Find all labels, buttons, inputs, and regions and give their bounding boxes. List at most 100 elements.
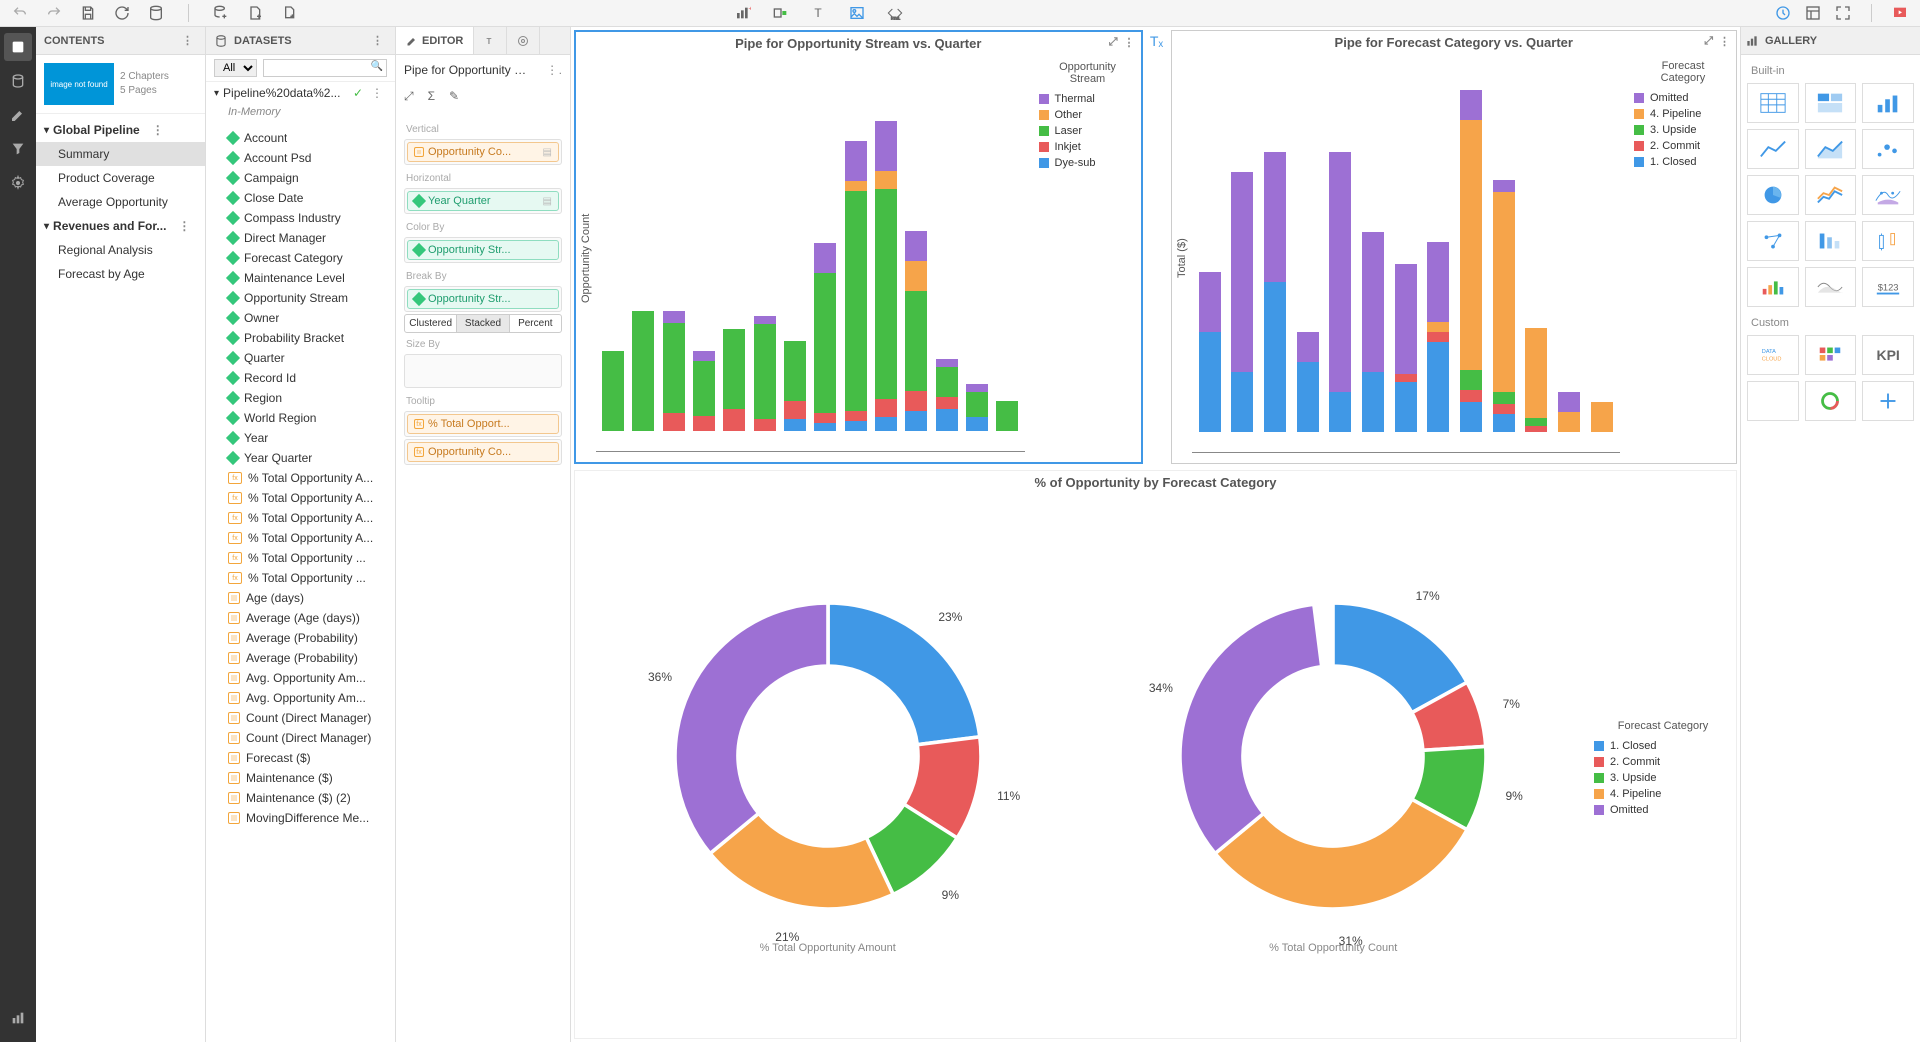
legend-item[interactable]: 1. Closed — [1634, 154, 1732, 170]
layout-icon[interactable] — [1803, 3, 1823, 23]
legend-item[interactable]: 2. Commit — [1634, 138, 1732, 154]
legend-item[interactable]: Omitted — [1594, 802, 1732, 818]
dataset-attribute[interactable]: World Region — [206, 408, 395, 428]
rail-data-icon[interactable] — [4, 67, 32, 95]
dataset-attribute[interactable]: Campaign — [206, 168, 395, 188]
tree-group-revenues[interactable]: ▾Revenues and For...⋮ — [36, 214, 205, 238]
editor-sigma-icon[interactable]: Σ — [428, 89, 435, 104]
bar[interactable] — [1297, 332, 1319, 432]
dataset-attribute[interactable]: Direct Manager — [206, 228, 395, 248]
add-page-icon[interactable] — [245, 3, 265, 23]
dataset-attribute[interactable]: Compass Industry — [206, 208, 395, 228]
legend-item[interactable]: 3. Upside — [1594, 770, 1732, 786]
dataset-attribute[interactable]: Owner — [206, 308, 395, 328]
rail-edit-icon[interactable] — [4, 101, 32, 129]
chart-donuts[interactable]: % of Opportunity by Forecast Category 23… — [574, 470, 1737, 1039]
bar[interactable] — [875, 121, 897, 431]
gallery-custom-5[interactable] — [1862, 381, 1914, 421]
gallery-item-2[interactable] — [1862, 83, 1914, 123]
bar[interactable] — [663, 311, 685, 431]
rail-contents-icon[interactable] — [4, 33, 32, 61]
legend-item[interactable]: Thermal — [1039, 91, 1137, 107]
legend-item[interactable]: 1. Closed — [1594, 738, 1732, 754]
legend-item[interactable]: Omitted — [1634, 90, 1732, 106]
dataset-attribute[interactable]: Opportunity Stream — [206, 288, 395, 308]
chart1-expand-icon[interactable]: ⤢ — [1109, 36, 1118, 49]
gallery-item-10[interactable] — [1805, 221, 1857, 261]
dataset-attribute[interactable]: Forecast Category — [206, 248, 395, 268]
legend-item[interactable]: Inkjet — [1039, 139, 1137, 155]
dataset-metric[interactable]: Count (Direct Manager) — [206, 708, 395, 728]
expand-icon[interactable] — [1833, 3, 1853, 23]
editor-tab-text[interactable]: T — [474, 27, 507, 54]
bar[interactable] — [1264, 152, 1286, 432]
chart1-more-icon[interactable]: ⋮ — [1124, 36, 1135, 49]
bar[interactable] — [996, 401, 1018, 431]
dataset-attribute[interactable]: Year — [206, 428, 395, 448]
dataset-metric[interactable]: Avg. Opportunity Am... — [206, 668, 395, 688]
legend-item[interactable]: 3. Upside — [1634, 122, 1732, 138]
bar[interactable] — [845, 141, 867, 431]
tree-item[interactable]: Average Opportunity — [36, 190, 205, 214]
insert-image-icon[interactable] — [847, 3, 867, 23]
dataset-attribute[interactable]: Account Psd — [206, 148, 395, 168]
legend-item[interactable]: Laser — [1039, 123, 1137, 139]
refresh-icon[interactable] — [112, 3, 132, 23]
seg-percent[interactable]: Percent — [510, 315, 561, 332]
bar[interactable] — [936, 359, 958, 431]
gallery-custom-4[interactable] — [1805, 381, 1857, 421]
dataset-attribute[interactable]: Record Id — [206, 368, 395, 388]
chart2-more-icon[interactable]: ⋮ — [1719, 35, 1730, 48]
insert-filter-icon[interactable] — [771, 3, 791, 23]
dataset-fx-metric[interactable]: fx% Total Opportunity A... — [206, 488, 395, 508]
dataset-attribute[interactable]: Region — [206, 388, 395, 408]
editor-swap-icon[interactable]: ⤢ — [404, 89, 414, 104]
bar[interactable] — [693, 351, 715, 431]
add-data-icon[interactable] — [211, 3, 231, 23]
dataset-attribute[interactable]: Quarter — [206, 348, 395, 368]
dataset-metric[interactable]: Age (days) — [206, 588, 395, 608]
tree-item[interactable]: Summary — [36, 142, 205, 166]
bar[interactable] — [723, 329, 745, 431]
bar[interactable] — [632, 311, 654, 431]
tree-group-pipeline[interactable]: ▾Global Pipeline⋮ — [36, 118, 205, 142]
chart2-expand-icon[interactable]: ⤢ — [1704, 35, 1713, 48]
rail-settings-icon[interactable] — [4, 169, 32, 197]
gallery-custom-1[interactable] — [1805, 335, 1857, 375]
dataset-attribute[interactable]: Year Quarter — [206, 448, 395, 468]
bar[interactable] — [1395, 264, 1417, 432]
gallery-custom-3[interactable] — [1747, 381, 1799, 421]
insert-chart-icon[interactable]: + — [733, 3, 753, 23]
legend-item[interactable]: Other — [1039, 107, 1137, 123]
editor-tab-main[interactable]: EDITOR — [396, 27, 474, 54]
bar[interactable] — [905, 231, 927, 431]
bar[interactable] — [1525, 328, 1547, 432]
gallery-item-14[interactable]: $123 — [1862, 267, 1914, 307]
dataset-metric[interactable]: Average (Probability) — [206, 648, 395, 668]
undo-icon[interactable] — [10, 3, 30, 23]
pill-tooltip1[interactable]: fx% Total Opport... — [407, 414, 559, 434]
doc-thumbnail[interactable]: image not found — [44, 63, 114, 105]
bar[interactable] — [814, 243, 836, 431]
dataset-metric[interactable]: Average (Probability) — [206, 628, 395, 648]
gallery-item-8[interactable] — [1862, 175, 1914, 215]
legend-item[interactable]: 4. Pipeline — [1634, 106, 1732, 122]
bar[interactable] — [1329, 152, 1351, 432]
gallery-item-7[interactable] — [1805, 175, 1857, 215]
tree-item[interactable]: Regional Analysis — [36, 238, 205, 262]
dataset-attribute[interactable]: Probability Bracket — [206, 328, 395, 348]
bar[interactable] — [1231, 172, 1253, 432]
rail-gallery-icon[interactable] — [4, 1004, 32, 1032]
bar[interactable] — [754, 316, 776, 431]
dataset-root[interactable]: ▾Pipeline%20data%2...✓⋮ — [206, 82, 395, 104]
bar[interactable] — [784, 341, 806, 431]
gallery-custom-0[interactable]: DATACLOUD — [1747, 335, 1799, 375]
contents-more-icon[interactable]: ⋮ — [178, 34, 197, 47]
gallery-item-12[interactable] — [1747, 267, 1799, 307]
responsive-icon[interactable] — [1773, 3, 1793, 23]
dataset-metric[interactable]: Maintenance ($) — [206, 768, 395, 788]
pill-vertical[interactable]: Opportunity Co...▤ — [407, 142, 559, 162]
chart2-filter-icon[interactable]: Tₓ — [1150, 33, 1163, 49]
bar[interactable] — [1493, 180, 1515, 432]
bar[interactable] — [1362, 232, 1384, 432]
